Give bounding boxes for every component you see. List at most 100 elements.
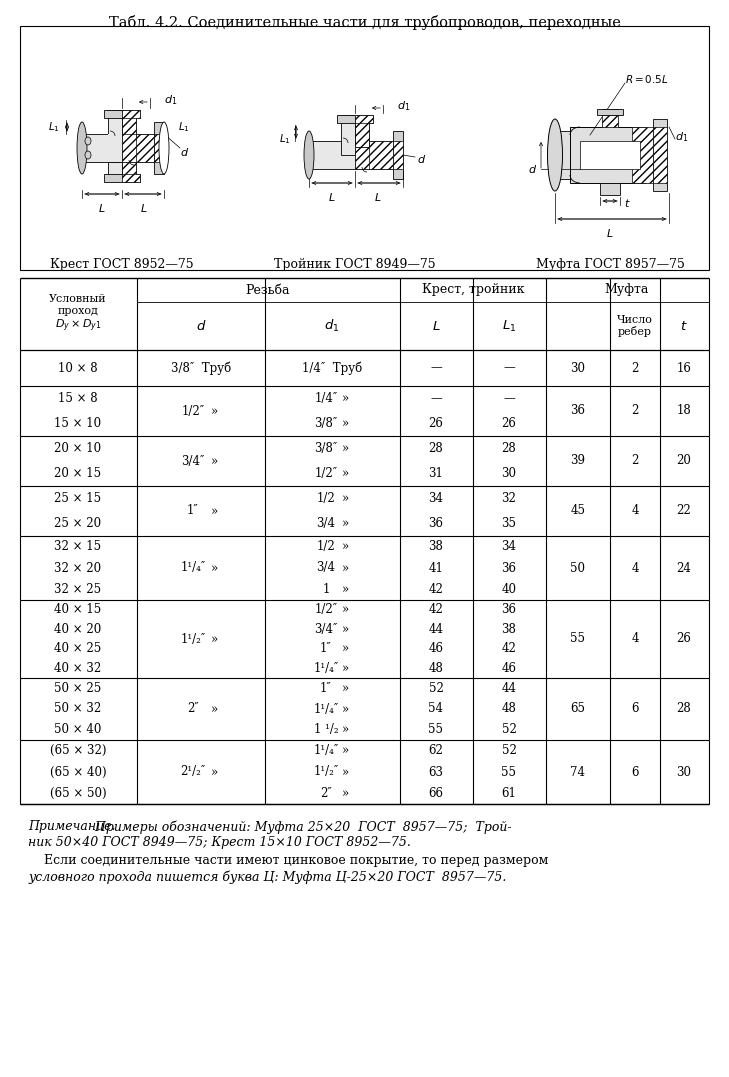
Text: 1″: 1″ [187,504,199,518]
Text: 36: 36 [429,517,443,530]
Text: »: » [343,642,350,655]
Text: 15 × 8: 15 × 8 [58,392,98,405]
Bar [104,174,140,182]
Text: 63: 63 [429,766,443,779]
Bar [122,174,140,182]
Text: 3/4: 3/4 [316,561,335,574]
Text: $L$: $L$ [328,191,336,202]
Text: $R=0.5L$: $R=0.5L$ [625,73,668,85]
Text: »: » [343,541,350,554]
Text: 2″: 2″ [320,787,332,800]
Bar [653,118,667,191]
Ellipse shape [159,122,169,174]
Bar [122,110,136,140]
Bar [355,141,393,169]
Ellipse shape [85,151,91,159]
Bar [580,141,640,169]
Text: $L$: $L$ [607,227,614,239]
Text: 40: 40 [502,583,517,596]
Text: Если соединительные части имеют цинковое покрытие, то перед размером: Если соединительные части имеют цинковое… [28,854,548,867]
Text: —: — [430,362,442,375]
Text: $L_1$: $L_1$ [279,132,291,145]
Text: 50 × 25: 50 × 25 [55,682,101,695]
Text: »: » [343,702,350,715]
Text: 18: 18 [677,405,691,418]
Text: 4: 4 [631,632,639,645]
Text: 32: 32 [502,492,516,505]
Text: 2: 2 [631,405,639,418]
Text: 52: 52 [502,744,516,757]
Text: (65 × 50): (65 × 50) [50,787,106,800]
Text: 30: 30 [502,467,517,480]
Text: 10 × 8: 10 × 8 [58,362,98,375]
Text: »: » [343,392,350,405]
Text: 22: 22 [677,504,691,518]
Text: 2″: 2″ [187,702,199,715]
Text: 48: 48 [502,702,516,715]
Text: Крест, тройник: Крест, тройник [422,283,524,296]
Text: »: » [343,442,350,454]
Text: Муфта ГОСТ 8957—75: Муфта ГОСТ 8957—75 [536,258,685,271]
Text: 24: 24 [677,561,691,574]
Bar [104,110,140,118]
Bar [337,115,373,123]
Bar [570,127,646,183]
Text: 34: 34 [429,492,443,505]
Text: 46: 46 [502,661,517,675]
Bar [602,109,618,127]
Text: 1¹/₄″: 1¹/₄″ [313,744,339,757]
Text: 65: 65 [571,702,585,715]
Text: Примечание.: Примечание. [28,820,115,833]
Bar [393,131,403,179]
Text: »: » [343,682,350,695]
Text: 1¹/₂″: 1¹/₂″ [313,766,339,779]
Text: »: » [343,517,350,530]
Text: (65 × 32): (65 × 32) [50,744,106,757]
Text: »: » [211,454,219,467]
Text: »: » [343,603,350,616]
Text: 42: 42 [429,583,443,596]
Text: 28: 28 [502,442,516,454]
Text: 36: 36 [502,561,517,574]
Text: »: » [211,632,219,645]
Text: 1″: 1″ [320,682,332,695]
Bar [122,110,140,118]
Text: »: » [343,723,350,737]
Text: 1″: 1″ [320,642,332,655]
Text: Крест ГОСТ 8952—75: Крест ГОСТ 8952—75 [50,258,194,271]
Text: »: » [343,623,350,635]
Text: 1/2″: 1/2″ [182,405,205,418]
Text: 2¹/₂″: 2¹/₂″ [180,766,206,779]
Text: 32 × 15: 32 × 15 [55,541,101,554]
Text: »: » [343,467,350,480]
Text: 52: 52 [502,723,516,737]
Text: 44: 44 [502,682,517,695]
Text: Число
ребер: Число ребер [617,314,653,337]
Bar [600,183,620,195]
Ellipse shape [547,118,563,191]
Text: 1/4″: 1/4″ [314,392,338,405]
Text: 2: 2 [631,454,639,467]
Text: —: — [503,392,515,405]
Text: 16: 16 [677,362,691,375]
Bar [632,127,656,183]
Text: $d_1$: $d_1$ [164,93,177,107]
Text: 55: 55 [429,723,443,737]
Text: 45: 45 [571,504,585,518]
Text: 2: 2 [631,362,639,375]
Ellipse shape [77,122,87,174]
Text: 52: 52 [429,682,443,695]
Text: 55: 55 [502,766,517,779]
Bar [108,110,122,148]
Text: »: » [211,504,219,518]
Bar [341,141,369,169]
Text: 25 × 20: 25 × 20 [55,517,101,530]
Text: 46: 46 [429,642,443,655]
Text: 20: 20 [677,454,691,467]
Text: 1/2″: 1/2″ [314,467,338,480]
Text: 3/8″: 3/8″ [314,417,338,430]
Bar [355,115,373,123]
Text: 32 × 25: 32 × 25 [55,583,101,596]
Text: 1¹/₄″: 1¹/₄″ [313,702,339,715]
Text: 1/4″  Труб: 1/4″ Труб [302,361,362,375]
